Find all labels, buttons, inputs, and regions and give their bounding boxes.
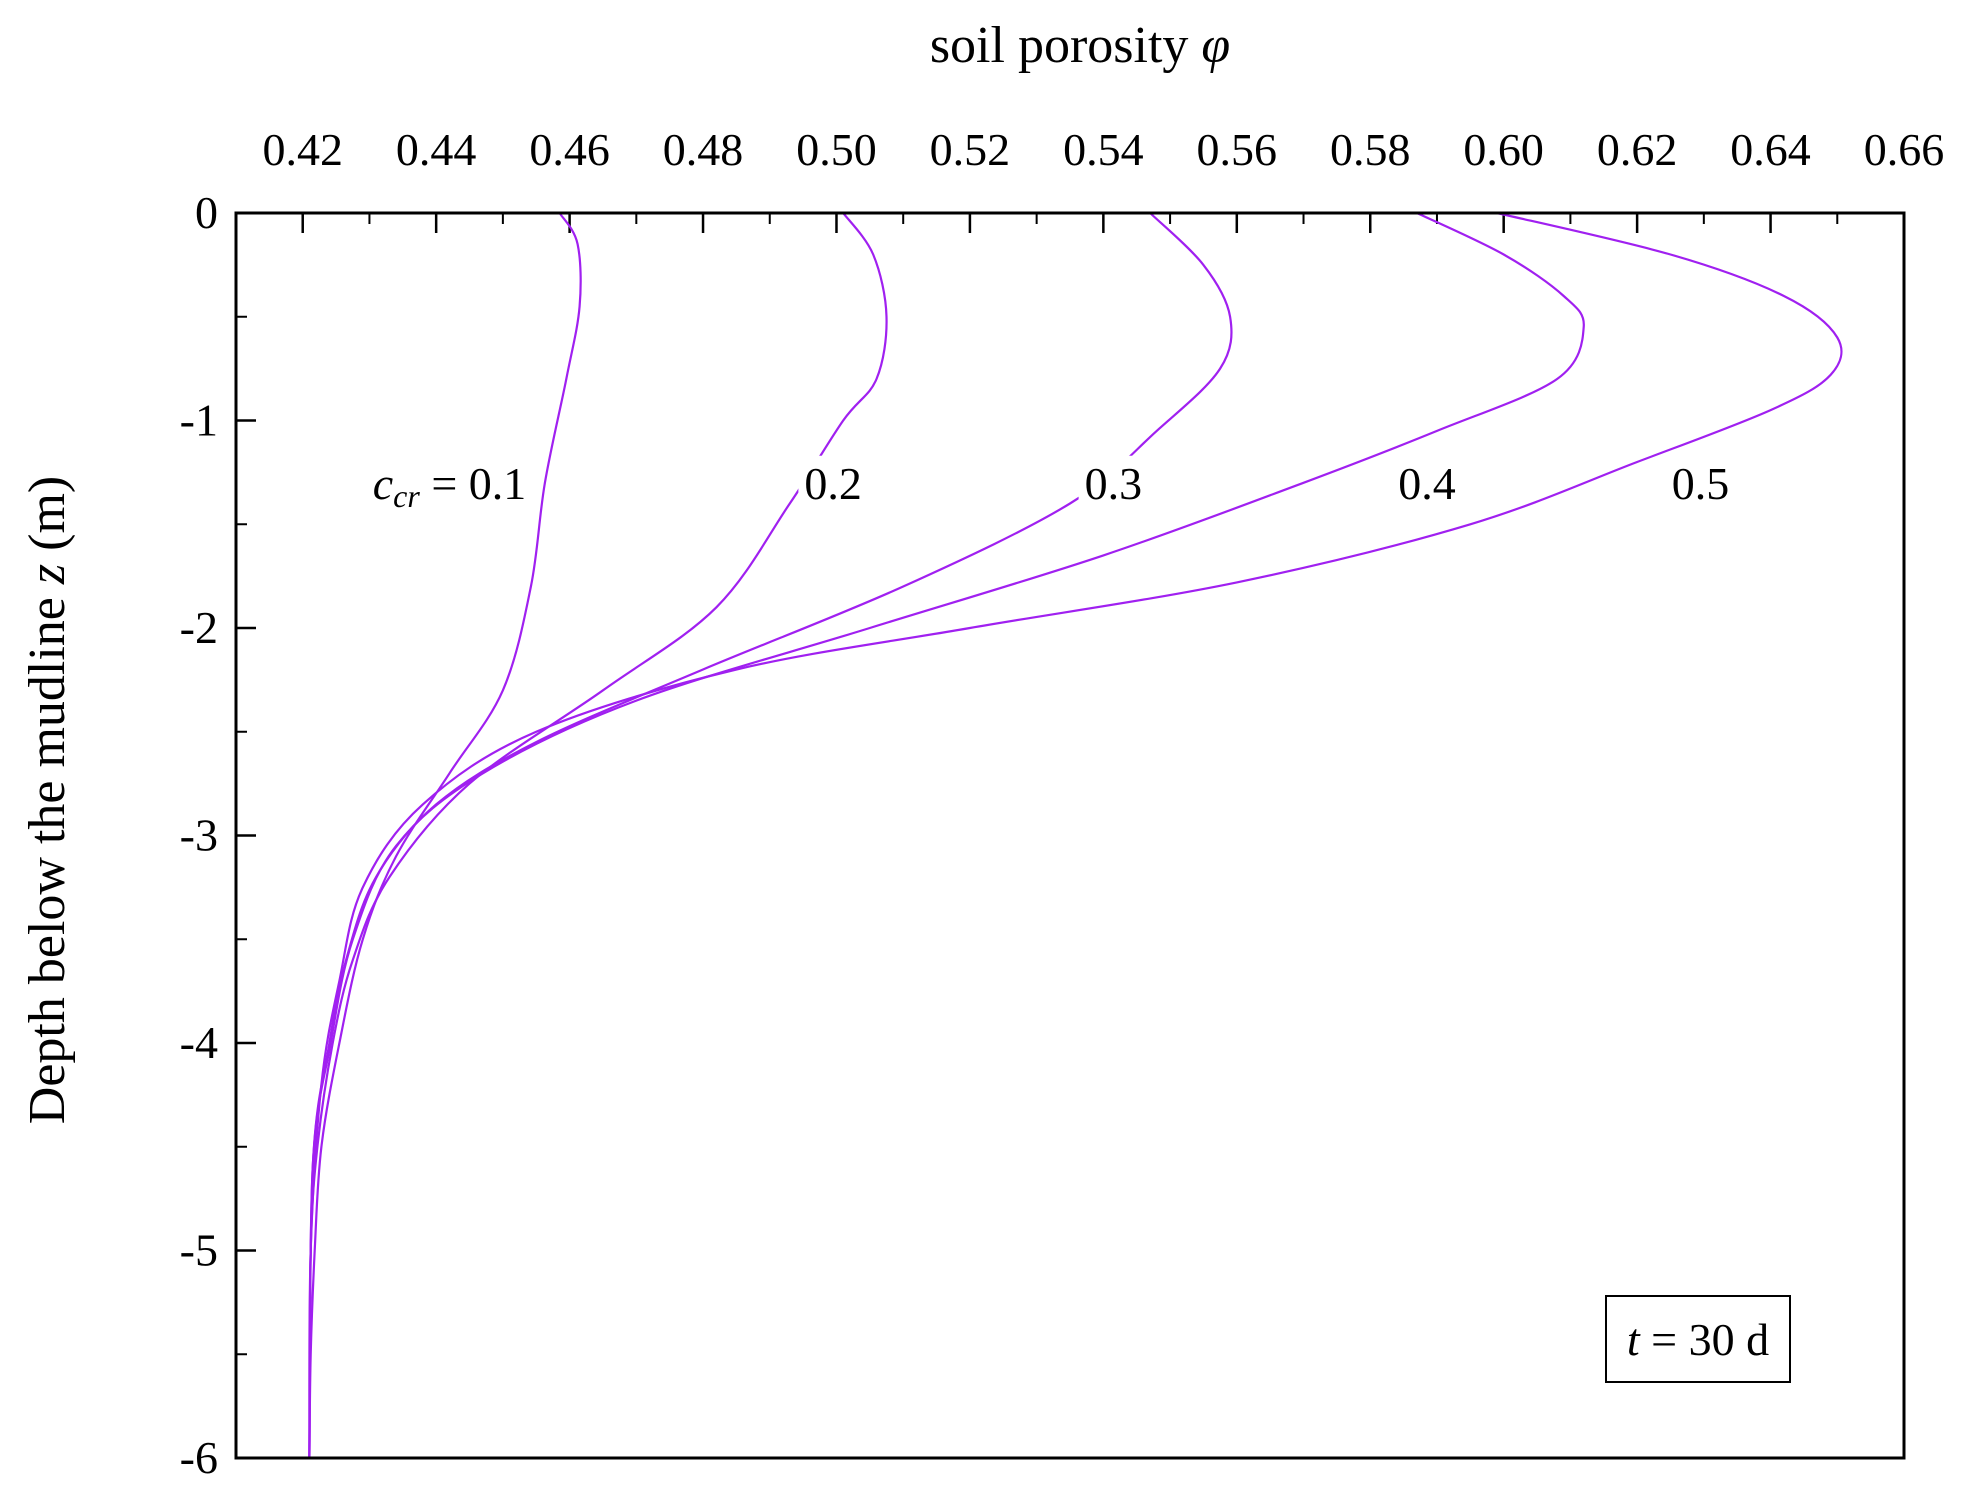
series-label-0.5: 0.5 bbox=[1672, 458, 1730, 509]
x-tick-label: 0.60 bbox=[1463, 124, 1544, 175]
series-label-bg bbox=[366, 455, 533, 516]
y-axis-title-symbol: z bbox=[19, 564, 76, 585]
x-tick-label: 0.62 bbox=[1597, 124, 1678, 175]
x-tick-label: 0.56 bbox=[1197, 124, 1278, 175]
y-tick-label: -4 bbox=[180, 1017, 218, 1068]
series-label-0.4: 0.4 bbox=[1398, 458, 1456, 509]
y-tick-label: 0 bbox=[195, 187, 218, 238]
x-tick-label: 0.66 bbox=[1864, 124, 1945, 175]
series-label-0.1: ccr = 0.1 bbox=[373, 458, 527, 514]
y-axis-title-text: Depth below the mudline bbox=[19, 597, 76, 1124]
y-tick-label: -3 bbox=[180, 810, 218, 861]
x-axis-title-text: soil porosity bbox=[930, 17, 1189, 74]
series-name: 0.1 bbox=[469, 458, 527, 509]
x-tick-label: 0.52 bbox=[930, 124, 1011, 175]
time-annotation-value: = 30 d bbox=[1640, 1314, 1769, 1365]
y-tick-label: -1 bbox=[180, 395, 218, 446]
series-label-0.2: 0.2 bbox=[804, 458, 862, 509]
x-tick-label: 0.50 bbox=[796, 124, 877, 175]
series-label-bg bbox=[1078, 455, 1149, 511]
curve-labels-layer: ccr = 0.1 0.2 0.3 0.4 0.5 bbox=[366, 455, 1736, 516]
curves-layer bbox=[308, 211, 1843, 1459]
time-annotation: t = 30 d bbox=[1605, 1295, 1791, 1383]
y-axis-title: Depth below the mudline z (m) bbox=[19, 476, 76, 1124]
series-line-0.5 bbox=[308, 211, 1843, 1459]
series-line-0.2 bbox=[308, 212, 888, 1459]
param-subscript: cr bbox=[393, 478, 420, 514]
series-label-0.3: 0.3 bbox=[1085, 458, 1143, 509]
x-axis-title: soil porosity φ bbox=[930, 17, 1230, 74]
time-annotation-text: t = 30 d bbox=[1627, 1314, 1769, 1365]
series-label-bg bbox=[798, 455, 868, 511]
time-annotation-box bbox=[1605, 1295, 1791, 1383]
series-line-0.3 bbox=[308, 212, 1233, 1459]
y-axis-title-unit: (m) bbox=[19, 476, 76, 551]
x-tick-label: 0.44 bbox=[396, 124, 477, 175]
x-tick-label: 0.64 bbox=[1730, 124, 1811, 175]
plot-frame bbox=[234, 211, 1906, 1460]
param-symbol: c bbox=[373, 458, 393, 509]
time-annotation-symbol: t bbox=[1627, 1314, 1641, 1365]
series-label-bg bbox=[1392, 455, 1462, 511]
ticks-layer: 0.42 0.44 0.46 0.48 0.50 0.52 0.54 0.56 0.58 0.60… bbox=[180, 124, 1945, 1483]
x-tick-label: 0.46 bbox=[529, 124, 610, 175]
x-tick-label: 0.42 bbox=[262, 124, 343, 175]
series-line-0.4 bbox=[308, 212, 1585, 1459]
y-tick-label: -2 bbox=[180, 602, 218, 653]
x-tick-label: 0.58 bbox=[1330, 124, 1411, 175]
x-axis-title-symbol: φ bbox=[1201, 17, 1230, 74]
series-line-0.1 bbox=[308, 212, 582, 1459]
y-tick-label: -6 bbox=[180, 1432, 218, 1483]
param-eq: = bbox=[420, 458, 469, 509]
x-tick-label: 0.48 bbox=[663, 124, 744, 175]
y-tick-label: -5 bbox=[180, 1225, 218, 1276]
x-tick-label: 0.54 bbox=[1063, 124, 1144, 175]
series-label-bg bbox=[1665, 455, 1736, 511]
